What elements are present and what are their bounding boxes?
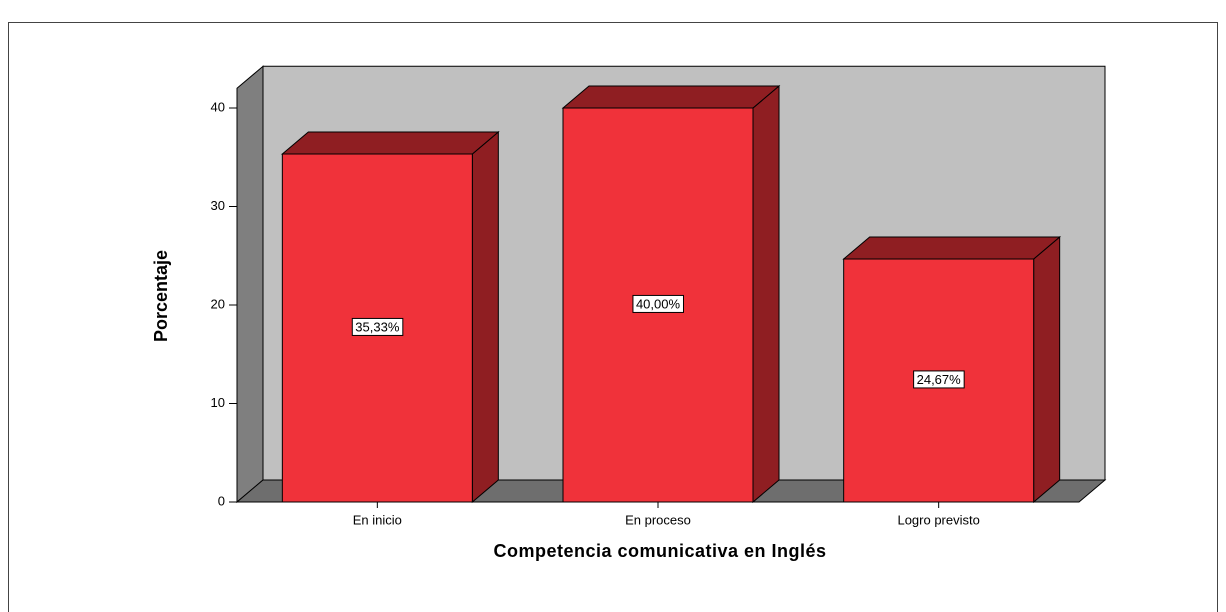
bar-side [1033,235,1061,504]
y-tick-label: 0 [218,493,225,508]
bar-top [280,131,500,155]
x-tick-label: En proceso [625,512,691,527]
y-tick-label: 20 [211,296,225,311]
y-tick-label: 40 [211,99,225,114]
value-label-box [632,294,684,313]
value-label: 35,33% [355,319,400,334]
bar-side [471,130,499,504]
bar-side [752,84,780,504]
x-axis-label: Competencia comunicativa en Inglés [493,541,826,561]
side-wall [236,65,264,504]
bar-top [842,236,1062,260]
y-tick-label: 10 [211,395,225,410]
x-tick-label: Logro previsto [897,512,979,527]
value-label-box [351,317,404,336]
value-label: 40,00% [636,296,681,311]
x-tick-label: En inicio [353,512,402,527]
value-label: 24,67% [917,372,962,387]
y-tick-label: 30 [211,198,225,213]
bar-top [561,85,781,109]
value-label-box [913,370,965,389]
y-axis-label: Porcentaje [151,250,171,342]
